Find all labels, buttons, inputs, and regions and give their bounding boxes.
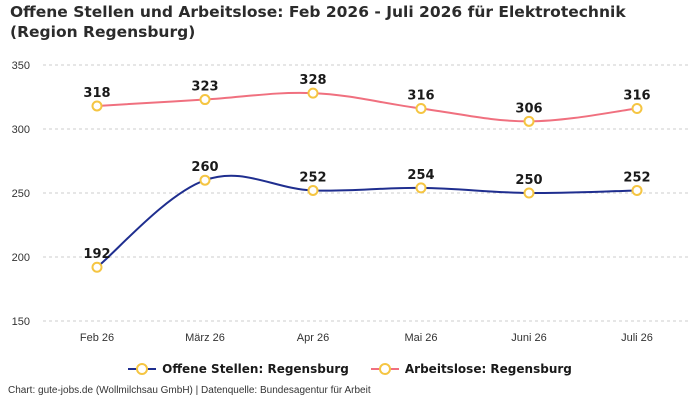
data-label-arbeitslose: 316 <box>623 89 650 104</box>
x-tick-label: Juli 26 <box>621 332 653 344</box>
data-label-offene: 252 <box>299 170 326 185</box>
data-point-offene <box>199 174 211 186</box>
data-label-offene: 254 <box>407 168 434 183</box>
data-point-arbeitslose <box>199 94 211 106</box>
legend-item-arbeitslose[interactable]: Arbeitslose: Regensburg <box>370 362 572 376</box>
x-tick-label: Mai 26 <box>404 332 437 344</box>
legend-swatch-offene <box>128 362 157 376</box>
y-tick-label: 200 <box>12 252 30 264</box>
data-point-offene <box>91 261 103 273</box>
chart-title: Offene Stellen und Arbeitslose: Feb 2026… <box>10 3 626 41</box>
y-tick-label: 250 <box>12 188 30 200</box>
data-label-offene: 252 <box>623 170 650 185</box>
data-label-offene: 260 <box>191 160 218 175</box>
data-label-arbeitslose: 318 <box>83 86 110 101</box>
data-label-arbeitslose: 323 <box>191 80 218 95</box>
x-tick-label: Feb 26 <box>80 332 114 344</box>
data-label-offene: 250 <box>515 173 542 188</box>
data-label-arbeitslose: 316 <box>407 89 434 104</box>
y-tick-label: 150 <box>12 316 30 328</box>
chart-canvas: 150 200 250 300 350 Feb 26 März 26 Apr 26 Mai 26… <box>12 60 691 344</box>
series-line-offene <box>96 174 638 269</box>
y-tick-label: 350 <box>12 60 30 72</box>
x-tick-label: März 26 <box>185 332 225 344</box>
legend-item-offene[interactable]: Offene Stellen: Regensburg <box>128 362 349 376</box>
legend-label-arbeitslose: Arbeitslose: Regensburg <box>404 362 572 376</box>
data-point-offene <box>307 184 319 196</box>
source-note: Chart: gute-jobs.de (Wollmilchsau GmbH) … <box>8 385 371 396</box>
data-point-offene <box>415 182 427 194</box>
legend-label-offene: Offene Stellen: Regensburg <box>162 362 349 376</box>
x-tick-label: Apr 26 <box>297 332 329 344</box>
data-point-arbeitslose <box>631 103 643 115</box>
data-point-arbeitslose <box>415 103 427 115</box>
y-tick-label: 300 <box>12 124 30 136</box>
data-point-arbeitslose <box>307 87 319 99</box>
data-point-offene <box>523 187 535 199</box>
legend-swatch-arbeitslose <box>370 362 399 376</box>
data-label-offene: 192 <box>83 247 110 262</box>
data-label-arbeitslose: 306 <box>515 101 542 116</box>
data-point-arbeitslose <box>523 115 535 127</box>
data-point-arbeitslose <box>91 100 103 112</box>
data-point-offene <box>631 184 643 196</box>
series-line-arbeitslose <box>96 91 638 123</box>
legend: Offene Stellen: Regensburg Arbeitslose: … <box>0 362 700 376</box>
x-tick-label: Juni 26 <box>511 332 546 344</box>
data-label-arbeitslose: 328 <box>299 73 326 88</box>
